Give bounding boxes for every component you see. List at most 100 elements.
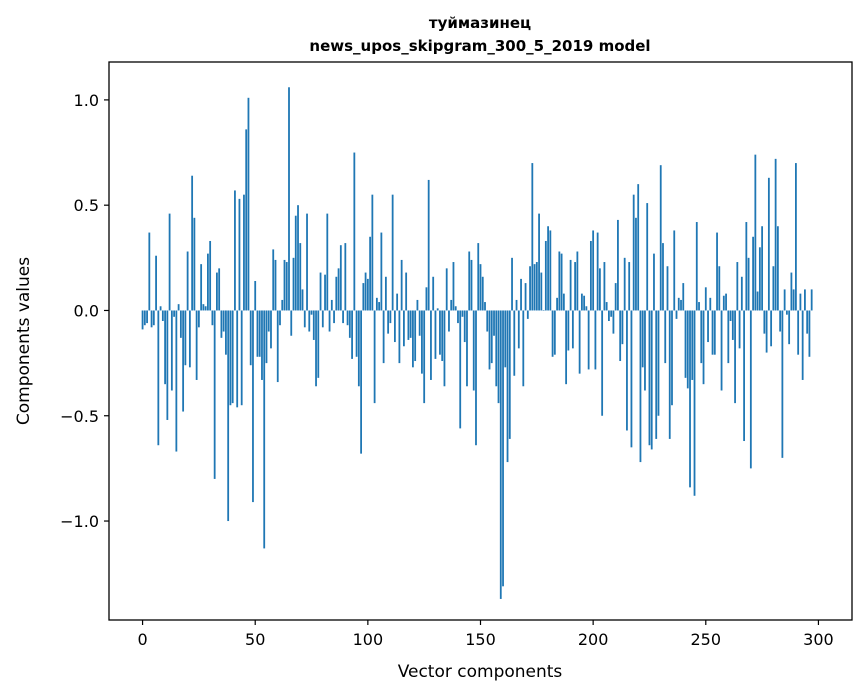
bar	[589, 240, 592, 311]
bar	[517, 310, 520, 349]
bar	[175, 310, 178, 452]
bar	[445, 268, 448, 311]
bar	[529, 266, 531, 311]
bar	[689, 310, 691, 488]
bar	[558, 251, 561, 311]
bar	[218, 268, 221, 311]
bar	[258, 310, 261, 357]
bar	[725, 293, 727, 311]
y-axis-ticks: −1.0 −0.5 0.0 0.5 1.0	[60, 91, 109, 531]
bar	[414, 310, 417, 362]
x-tick-label: 0	[137, 630, 147, 649]
bar	[421, 310, 423, 374]
bar	[740, 276, 743, 311]
bar	[772, 266, 775, 311]
bar	[720, 310, 723, 391]
bar	[299, 243, 302, 311]
bar	[227, 310, 230, 522]
bar	[290, 310, 293, 336]
bar	[605, 302, 608, 311]
bar	[569, 259, 572, 311]
bar	[553, 310, 556, 355]
bar	[441, 310, 444, 362]
bar	[202, 304, 205, 311]
bar	[702, 310, 705, 385]
bar	[427, 179, 430, 311]
bar	[439, 310, 441, 355]
bar	[806, 310, 809, 334]
bar	[623, 257, 626, 311]
bar	[213, 310, 216, 479]
bar	[416, 299, 419, 311]
bar	[164, 310, 166, 385]
bar	[303, 310, 306, 328]
bar	[211, 310, 214, 326]
bar	[736, 262, 739, 311]
bar	[488, 310, 491, 370]
bar	[804, 289, 806, 311]
bar	[799, 293, 802, 311]
x-tick-label: 250	[691, 630, 722, 649]
bar	[319, 272, 322, 311]
bar	[603, 262, 606, 311]
bar	[182, 310, 185, 412]
bar	[317, 310, 320, 378]
bar	[502, 310, 504, 587]
bar	[166, 310, 169, 420]
bar	[288, 87, 290, 311]
bar	[621, 310, 624, 345]
bar	[463, 310, 466, 343]
bar	[403, 310, 405, 347]
bar	[673, 230, 676, 311]
bar	[454, 306, 457, 311]
bar	[664, 310, 667, 364]
bar	[283, 259, 286, 311]
bar	[747, 257, 750, 311]
bar	[382, 310, 385, 364]
bar	[186, 251, 189, 311]
bar	[641, 310, 644, 368]
bar	[384, 276, 387, 311]
bar	[810, 289, 813, 311]
bar	[513, 310, 516, 376]
bar	[191, 175, 194, 311]
bar	[711, 310, 714, 355]
bar	[238, 198, 241, 311]
bar	[312, 310, 315, 340]
bar	[146, 310, 148, 324]
bar	[619, 310, 622, 362]
bar	[713, 310, 716, 355]
bar	[177, 304, 180, 311]
bar	[599, 268, 601, 311]
bar	[459, 310, 462, 429]
bar	[344, 243, 347, 311]
bar	[506, 310, 509, 463]
bar	[179, 310, 182, 338]
bar	[767, 177, 770, 311]
bar	[693, 310, 696, 496]
bar	[781, 310, 784, 458]
bar	[691, 310, 694, 380]
bar	[632, 194, 635, 311]
bar	[292, 257, 295, 311]
bar	[245, 129, 248, 311]
bar	[756, 291, 759, 311]
bar	[653, 253, 655, 311]
bar	[486, 310, 489, 332]
bar	[608, 310, 610, 321]
bar	[468, 251, 471, 311]
bar	[231, 310, 234, 404]
bar	[155, 255, 157, 311]
bar	[729, 310, 732, 321]
y-tick-label: −1.0	[60, 512, 99, 531]
chart-title: туймазинец	[429, 14, 531, 32]
bar	[234, 190, 236, 311]
bar	[229, 310, 232, 406]
bar	[263, 310, 266, 549]
bar	[646, 203, 649, 311]
bar	[472, 310, 475, 391]
bar	[700, 310, 703, 364]
bar	[479, 264, 482, 311]
bar	[657, 310, 660, 416]
bar	[698, 302, 700, 311]
